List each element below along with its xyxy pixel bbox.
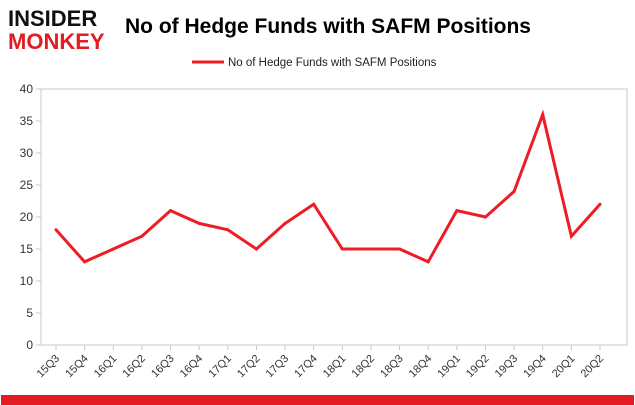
x-tick-label: 19Q1 bbox=[435, 353, 463, 381]
x-tick-label: 17Q1 bbox=[206, 353, 234, 381]
y-tick-label: 10 bbox=[20, 274, 34, 288]
data-point bbox=[111, 247, 115, 251]
data-point bbox=[340, 247, 344, 251]
y-tick-label: 35 bbox=[20, 114, 34, 128]
x-tick-label: 15Q4 bbox=[63, 353, 91, 381]
y-tick-label: 0 bbox=[26, 338, 33, 352]
x-tick-label: 20Q1 bbox=[550, 353, 578, 381]
y-tick-label: 25 bbox=[20, 178, 34, 192]
data-point bbox=[426, 260, 430, 264]
data-point bbox=[369, 247, 373, 251]
data-point bbox=[483, 215, 487, 219]
data-point bbox=[283, 221, 287, 225]
data-point bbox=[140, 234, 144, 238]
x-tick-label: 16Q2 bbox=[120, 353, 148, 381]
data-point bbox=[83, 260, 87, 264]
x-tick-label: 16Q3 bbox=[149, 353, 177, 381]
x-tick-label: 19Q2 bbox=[464, 353, 492, 381]
x-axis: 15Q3 15Q4 16Q1 16Q2 16Q3 16Q4 17Q1 17Q2 17Q3 17Q4… bbox=[35, 345, 607, 381]
y-tick-label: 20 bbox=[20, 210, 34, 224]
data-point bbox=[197, 221, 201, 225]
y-tick-label: 30 bbox=[20, 146, 34, 160]
chart-title: No of Hedge Funds with SAFM Positions bbox=[125, 15, 531, 38]
data-point bbox=[569, 234, 573, 238]
x-tick-label: 16Q1 bbox=[92, 353, 120, 381]
data-point bbox=[254, 247, 258, 251]
data-point bbox=[226, 228, 230, 232]
series-line bbox=[54, 109, 602, 264]
x-tick-label: 17Q4 bbox=[292, 353, 320, 381]
data-point bbox=[512, 189, 516, 193]
x-tick-label: 17Q2 bbox=[235, 353, 263, 381]
series-layer bbox=[54, 109, 602, 264]
data-point bbox=[54, 228, 58, 232]
y-axis: 0 5 10 15 20 25 30 35 40 bbox=[20, 82, 41, 352]
x-tick-label: 18Q3 bbox=[378, 353, 406, 381]
data-point bbox=[398, 247, 402, 251]
legend: No of Hedge Funds with SAFM Positions bbox=[192, 57, 437, 69]
x-tick-label: 15Q3 bbox=[35, 353, 63, 381]
x-tick-label: 16Q4 bbox=[178, 353, 206, 381]
x-tick-label: 17Q3 bbox=[264, 353, 292, 381]
data-point bbox=[312, 202, 316, 206]
logo: INSIDER MONKEY bbox=[8, 6, 105, 54]
x-tick-label: 19Q3 bbox=[493, 353, 521, 381]
x-tick-label: 18Q2 bbox=[350, 353, 378, 381]
logo-line-monkey: MONKEY bbox=[8, 29, 105, 54]
x-tick-label: 19Q4 bbox=[521, 353, 549, 381]
y-tick-label: 40 bbox=[20, 82, 34, 96]
x-tick-label: 18Q4 bbox=[407, 353, 435, 381]
bottom-red-bar bbox=[1, 395, 634, 405]
data-point bbox=[169, 209, 173, 213]
data-point bbox=[541, 113, 545, 117]
x-tick-label: 20Q2 bbox=[579, 353, 607, 381]
y-tick-label: 5 bbox=[26, 306, 33, 320]
legend-label: No of Hedge Funds with SAFM Positions bbox=[228, 57, 437, 69]
x-tick-label: 18Q1 bbox=[321, 353, 349, 381]
logo-line-insider: INSIDER bbox=[8, 6, 97, 31]
data-point bbox=[455, 209, 459, 213]
y-tick-label: 15 bbox=[20, 242, 34, 256]
data-point bbox=[598, 202, 602, 206]
